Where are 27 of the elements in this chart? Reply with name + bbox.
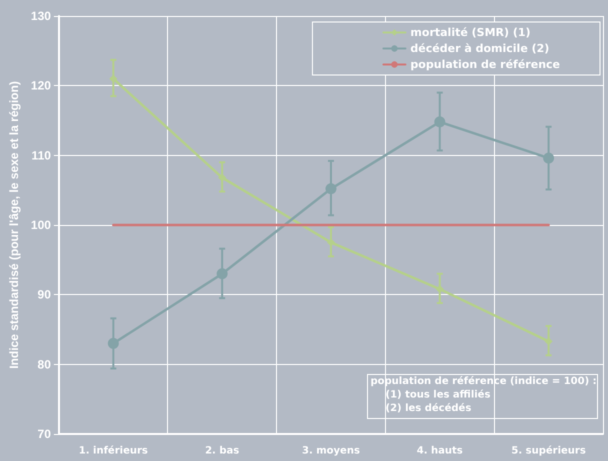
y-tick-label: 120 (30, 78, 52, 93)
x-tick-label: 4. hauts (416, 446, 463, 456)
legend-label: population de référence (410, 58, 560, 71)
y-tick-label: 90 (38, 288, 52, 302)
y-tick-label: 70 (38, 427, 52, 441)
point (543, 152, 554, 164)
point (436, 285, 444, 294)
point (108, 338, 119, 349)
point (109, 74, 118, 83)
x-tick-label: 1. inférieurs (78, 446, 148, 456)
annotation: (1) tous les affiliés (386, 390, 490, 400)
point (218, 174, 226, 182)
y-tick-label: 100 (30, 218, 52, 232)
point (434, 116, 446, 128)
point (544, 337, 553, 346)
legend-label: décéder à domicile (2) (410, 42, 550, 55)
point (216, 268, 228, 280)
x-tick-label: 2. bas (205, 446, 240, 456)
x-tick-label: 5. supérieurs (511, 446, 586, 456)
x-tick-label: 3. moyens (302, 446, 360, 456)
y-tick-label: 110 (32, 148, 52, 162)
point (325, 183, 336, 194)
y-axis-title: Indice standardisé (pour l'âge, le sexe et la région) (7, 81, 21, 369)
y-tick-label: 80 (38, 357, 52, 372)
y-tick-label: 130 (30, 9, 52, 23)
annotation: (2) les décédés (386, 403, 472, 414)
legend-label: mortalité (SMR) (1) (410, 26, 531, 39)
